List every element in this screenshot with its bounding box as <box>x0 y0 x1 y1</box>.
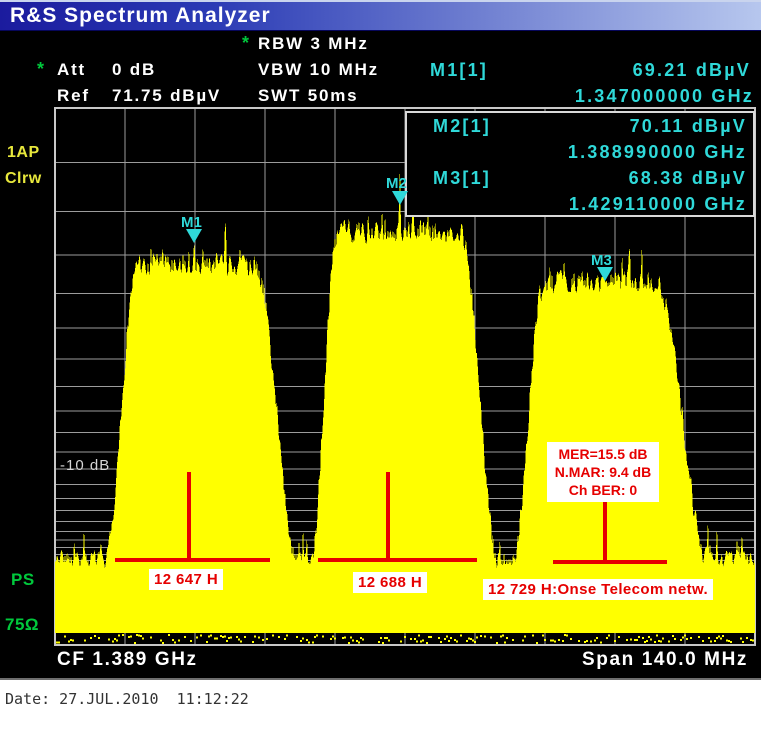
frequency-footer-bar: CF 1.389 GHz Span 140.0 MHz <box>0 645 761 678</box>
spectrum-plot <box>54 107 756 646</box>
span-readout: Span 140.0 MHz <box>581 649 748 670</box>
trace-mode-label: 1AP <box>7 144 40 161</box>
ber-line: Ch BER: 0 <box>568 482 638 498</box>
mer-info-box: MER=15.5 dB N.MAR: 9.4 dB Ch BER: 0 <box>547 442 659 502</box>
center-frequency-readout: CF 1.389 GHz <box>57 649 198 670</box>
trace-baseline-noise <box>56 634 754 644</box>
marker1-frequency: 1.347000000 GHz <box>574 86 754 106</box>
mer-line: MER=15.5 dB <box>558 446 648 462</box>
marker1-name: M1[1] <box>430 60 489 80</box>
trace-polygon <box>55 163 755 633</box>
swt-readout: SWT 50ms <box>258 86 359 105</box>
app-title: R&S Spectrum Analyzer <box>10 4 271 27</box>
detector-label: Clrw <box>5 170 42 187</box>
noise-margin-line: N.MAR: 9.4 dB <box>554 464 652 480</box>
marker1-level: 69.21 dBµV <box>632 60 751 80</box>
marker-info-panel: M2[1] 70.11 dBµV 1.388990000 GHz M3[1] 6… <box>405 111 755 217</box>
title-bar: R&S Spectrum Analyzer <box>0 0 761 31</box>
att-label: Att <box>57 60 86 79</box>
att-value: 0 dB <box>112 60 157 79</box>
marker2-frequency: 1.388990000 GHz <box>567 142 747 162</box>
marker3-frequency: 1.429110000 GHz <box>568 194 747 214</box>
date-stamp: Date: 27.JUL.2010 11:12:22 <box>5 690 249 708</box>
impedance-label: 75Ω <box>5 615 40 634</box>
analyzer-screen: * RBW 3 MHz * Att 0 dB VBW 10 MHz Ref 71… <box>0 31 761 680</box>
marker2-level: 70.11 dBµV <box>629 116 747 136</box>
marker3-level: 68.38 dBµV <box>628 168 747 188</box>
rbw-coupled-asterisk-icon: * <box>242 33 250 53</box>
channel-label-2: 12 688 H <box>353 572 428 593</box>
display-line-label: -10 dB <box>60 457 111 474</box>
att-coupled-asterisk-icon: * <box>37 59 45 79</box>
channel-label-3: 12 729 H:Onse Telecom netw. <box>483 579 714 600</box>
marker3-name: M3[1] <box>433 168 492 188</box>
ref-value: 71.75 dBµV <box>112 86 222 105</box>
channel-label-1: 12 647 H <box>149 569 224 590</box>
vbw-readout: VBW 10 MHz <box>258 60 379 79</box>
rbw-readout: RBW 3 MHz <box>258 34 369 53</box>
ps-indicator: PS <box>11 570 35 589</box>
marker2-name: M2[1] <box>433 116 492 136</box>
ref-label: Ref <box>57 86 90 105</box>
